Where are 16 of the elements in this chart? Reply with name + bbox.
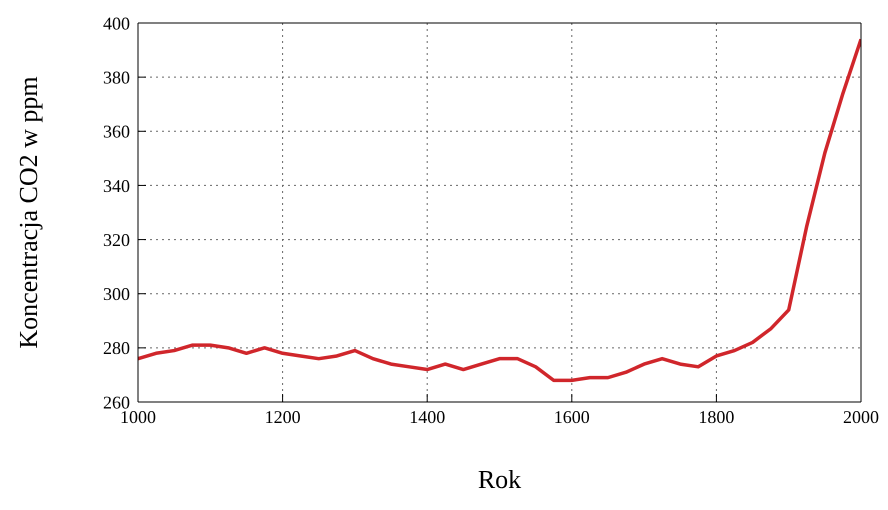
- x-tick-label: 1200: [264, 406, 301, 427]
- x-tick-label: 1600: [554, 406, 590, 427]
- line-series: [138, 37, 861, 382]
- y-tick-label: 280: [103, 338, 130, 358]
- x-tick-label: 2000: [843, 406, 879, 427]
- x-tick-label: 1800: [698, 406, 734, 427]
- x-axis-title: Rok: [478, 465, 522, 494]
- x-tick-label: 1400: [409, 406, 446, 427]
- y-axis-title: Koncentracja CO2 w ppm: [14, 76, 44, 349]
- y-tick-label: 380: [103, 68, 130, 88]
- y-tick-label: 320: [103, 230, 130, 250]
- y-tick-label: 300: [103, 284, 130, 304]
- y-tick-label: 260: [103, 392, 130, 412]
- y-tick-label: 360: [103, 122, 130, 142]
- y-tick-label: 340: [103, 176, 130, 196]
- y-tick-label: 400: [103, 13, 130, 34]
